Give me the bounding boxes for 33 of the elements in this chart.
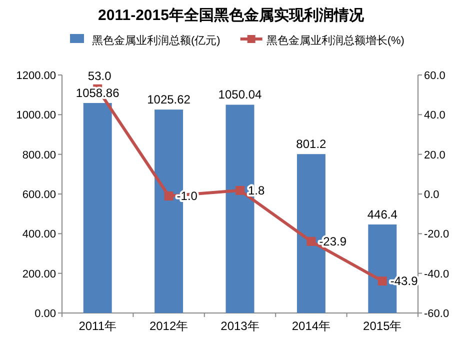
data-label: 801.2 — [296, 137, 327, 152]
legend-label: 黑色金属业利润总额(亿元) — [92, 34, 220, 47]
x-tick-label: 2015年 — [363, 319, 402, 333]
y-tick-label: 400.00 — [22, 228, 56, 241]
data-label: 446.4 — [367, 207, 398, 222]
point — [164, 191, 174, 200]
y2-tick-label: 20.0 — [424, 149, 446, 162]
data-label: 1025.62 — [147, 92, 191, 107]
data-label: 53.0 — [88, 68, 112, 83]
data-label: -1.0 — [176, 188, 198, 203]
point — [306, 236, 316, 246]
y2-tick-label: 40.0 — [424, 110, 446, 122]
point — [378, 276, 387, 286]
y-tick-label: 600.00 — [22, 189, 56, 201]
y-tick-label: 1200.00 — [16, 70, 56, 82]
x-tick-label: 2012年 — [149, 319, 188, 333]
bar — [83, 102, 112, 313]
y2-tick-label: -20.0 — [424, 228, 450, 241]
y2-tick-label: 0.0 — [424, 189, 440, 201]
y2-tick-label: 60.0 — [424, 70, 446, 82]
data-label: 1050.04 — [218, 88, 262, 102]
x-tick-label: 2014年 — [292, 319, 331, 333]
x-tick-label: 2011年 — [78, 319, 117, 333]
y-tick-label: 1000.00 — [16, 110, 56, 122]
y2-tick-label: -60.0 — [424, 308, 450, 320]
legend-label: 黑色金属业利润总额增长(%) — [266, 34, 404, 47]
point — [236, 186, 244, 195]
y2-tick-label: -40.0 — [424, 268, 450, 280]
chart-title: 2011-2015年全国黑色金属实现利润情况 — [98, 6, 365, 24]
y-tick-label: 800.00 — [22, 149, 56, 162]
x-tick-label: 2013年 — [220, 319, 260, 333]
y-tick-label: 0.00 — [34, 308, 56, 320]
y-tick-label: 200.00 — [22, 268, 56, 280]
